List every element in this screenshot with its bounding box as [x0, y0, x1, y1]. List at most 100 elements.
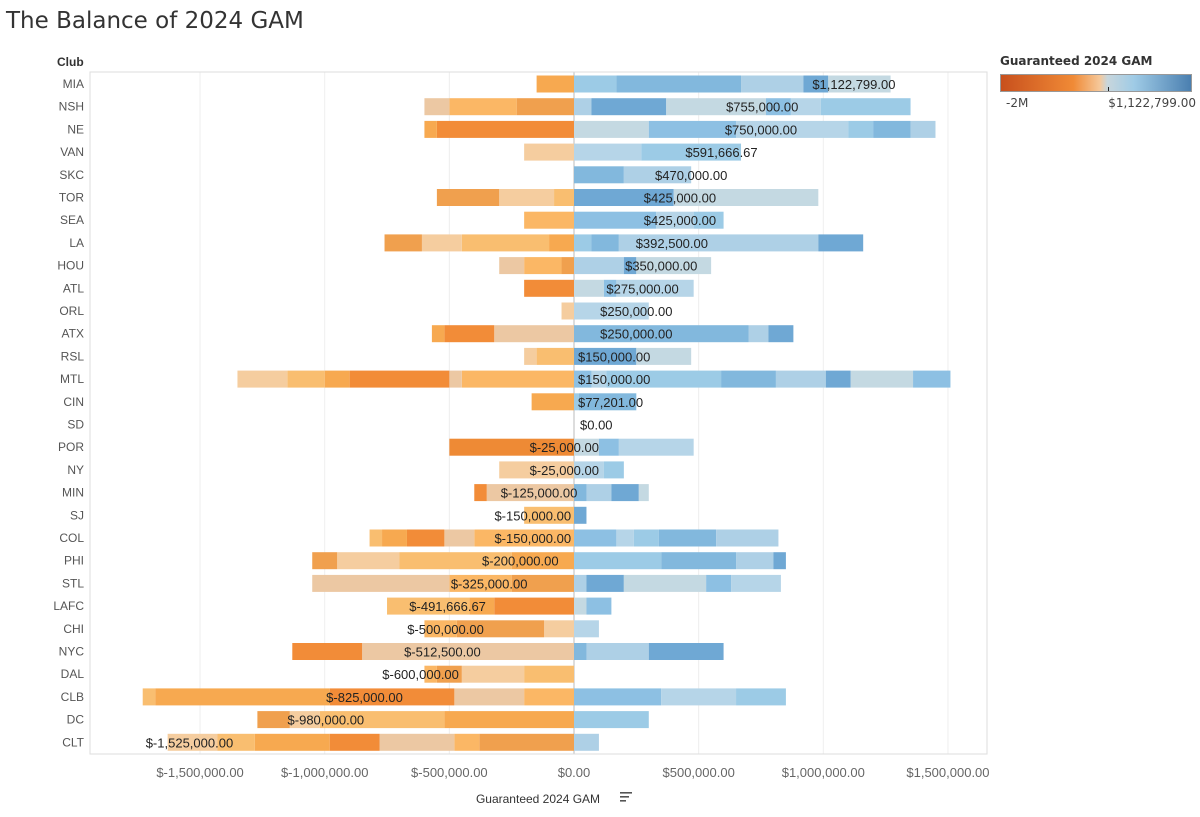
bar-segment-positive[interactable] — [574, 166, 624, 184]
bar-segment-positive[interactable] — [603, 279, 617, 297]
bar-segment-positive[interactable] — [873, 120, 911, 138]
bar-segment-negative[interactable] — [384, 234, 422, 252]
bar-segment-positive[interactable] — [741, 75, 804, 93]
bar-segment-positive[interactable] — [820, 98, 911, 116]
bar-segment-negative[interactable] — [524, 143, 574, 161]
bar-segment-negative[interactable] — [524, 688, 574, 706]
bar-segment-negative[interactable] — [536, 347, 574, 365]
bar-segment-positive[interactable] — [721, 370, 776, 388]
bar-segment-negative[interactable] — [479, 733, 574, 751]
bar-segment-negative[interactable] — [349, 370, 450, 388]
bar-segment-positive[interactable] — [574, 302, 649, 320]
bar-segment-negative[interactable] — [382, 529, 407, 547]
bar-segment-positive[interactable] — [574, 597, 587, 615]
bar-segment-negative[interactable] — [292, 643, 363, 660]
bar-segment-positive[interactable] — [623, 257, 637, 275]
bar-segment-positive[interactable] — [591, 98, 667, 116]
bar-segment-negative[interactable] — [449, 370, 462, 388]
bar-segment-negative[interactable] — [254, 733, 330, 751]
bar-segment-negative[interactable] — [499, 189, 555, 206]
bar-segment-positive[interactable] — [574, 733, 599, 751]
bar-segment-positive[interactable] — [616, 279, 694, 297]
bar-segment-positive[interactable] — [661, 552, 737, 570]
bar-segment-positive[interactable] — [736, 688, 786, 706]
bar-segment-negative[interactable] — [362, 643, 574, 660]
bar-segment-negative[interactable] — [449, 98, 517, 116]
bar-segment-positive[interactable] — [913, 370, 951, 388]
bar-segment-positive[interactable] — [850, 370, 914, 388]
bar-segment-negative[interactable] — [524, 279, 574, 297]
bar-segment-negative[interactable] — [524, 347, 537, 365]
bar-segment-positive[interactable] — [790, 98, 821, 116]
bar-segment-positive[interactable] — [598, 438, 619, 456]
bar-segment-positive[interactable] — [765, 98, 791, 116]
bar-segment-negative[interactable] — [424, 620, 457, 638]
bar-segment-positive[interactable] — [574, 120, 649, 138]
bar-segment-positive[interactable] — [574, 257, 624, 275]
bar-segment-positive[interactable] — [574, 461, 604, 479]
bar-segment-positive[interactable] — [731, 574, 781, 592]
bar-segment-positive[interactable] — [574, 211, 657, 229]
bar-segment-positive[interactable] — [638, 484, 649, 502]
bar-segment-positive[interactable] — [574, 98, 592, 116]
bar-segment-negative[interactable] — [287, 370, 325, 388]
bar-segment-positive[interactable] — [616, 529, 634, 547]
bar-segment-negative[interactable] — [461, 234, 550, 252]
bar-segment-negative[interactable] — [329, 733, 380, 751]
bar-segment-negative[interactable] — [312, 574, 450, 592]
bar-segment-positive[interactable] — [641, 143, 742, 161]
bar-segment-positive[interactable] — [591, 370, 607, 388]
bar-segment-positive[interactable] — [586, 597, 612, 615]
bar-segment-positive[interactable] — [574, 620, 599, 638]
bar-segment-positive[interactable] — [611, 484, 639, 502]
bar-segment-positive[interactable] — [768, 325, 794, 343]
bar-segment-negative[interactable] — [329, 688, 455, 706]
bar-segment-positive[interactable] — [773, 552, 786, 570]
bar-segment-negative[interactable] — [312, 552, 338, 570]
bar-segment-negative[interactable] — [511, 552, 574, 570]
bar-segment-negative[interactable] — [531, 393, 574, 411]
bar-segment-positive[interactable] — [574, 279, 604, 297]
bar-segment-positive[interactable] — [666, 98, 766, 116]
bar-segment-negative[interactable] — [454, 688, 525, 706]
bar-segment-positive[interactable] — [574, 143, 642, 161]
bar-segment-negative[interactable] — [217, 733, 255, 751]
bar-segment-negative[interactable] — [486, 484, 574, 502]
bar-segment-positive[interactable] — [633, 529, 659, 547]
bar-segment-positive[interactable] — [818, 234, 864, 252]
sort-icon[interactable] — [620, 792, 632, 802]
bar-segment-negative[interactable] — [511, 574, 574, 592]
bar-segment-negative[interactable] — [454, 733, 480, 751]
bar-segment-positive[interactable] — [910, 120, 936, 138]
bar-segment-negative[interactable] — [544, 620, 574, 638]
bar-segment-negative[interactable] — [449, 438, 574, 456]
bar-segment-positive[interactable] — [606, 370, 722, 388]
bar-segment-negative[interactable] — [399, 552, 512, 570]
bar-segment-negative[interactable] — [324, 370, 350, 388]
bar-segment-negative[interactable] — [436, 189, 500, 206]
bar-segment-positive[interactable] — [716, 529, 779, 547]
bar-segment-positive[interactable] — [706, 574, 732, 592]
bar-segment-negative[interactable] — [444, 711, 574, 729]
bar-segment-positive[interactable] — [648, 643, 724, 660]
bar-segment-positive[interactable] — [648, 120, 737, 138]
bar-segment-negative[interactable] — [167, 733, 218, 751]
bar-segment-positive[interactable] — [828, 75, 891, 93]
bar-segment-positive[interactable] — [673, 189, 819, 206]
bar-segment-negative[interactable] — [406, 529, 445, 547]
bar-segment-positive[interactable] — [803, 75, 829, 93]
bar-segment-positive[interactable] — [618, 234, 819, 252]
bar-segment-positive[interactable] — [661, 688, 737, 706]
bar-segment-negative[interactable] — [319, 711, 445, 729]
bar-segment-positive[interactable] — [574, 438, 599, 456]
bar-segment-negative[interactable] — [561, 257, 574, 275]
bar-segment-negative[interactable] — [337, 552, 400, 570]
bar-segment-positive[interactable] — [574, 189, 674, 206]
bar-segment-negative[interactable] — [289, 711, 320, 729]
bar-segment-negative[interactable] — [444, 529, 475, 547]
bar-segment-positive[interactable] — [775, 370, 826, 388]
bar-segment-positive[interactable] — [574, 75, 617, 93]
bar-segment-negative[interactable] — [561, 302, 574, 320]
bar-segment-negative[interactable] — [499, 257, 525, 275]
bar-segment-negative[interactable] — [524, 211, 574, 229]
